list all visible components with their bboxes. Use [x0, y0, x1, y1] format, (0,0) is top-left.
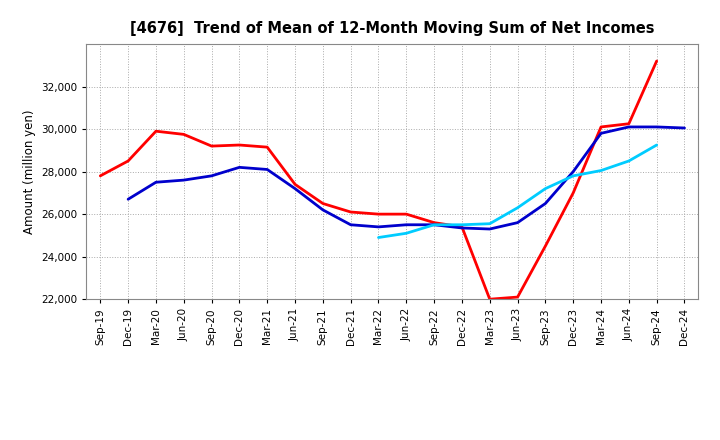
Y-axis label: Amount (million yen): Amount (million yen) [23, 110, 36, 234]
Legend: 3 Years, 5 Years, 7 Years, 10 Years: 3 Years, 5 Years, 7 Years, 10 Years [174, 438, 611, 440]
Title: [4676]  Trend of Mean of 12-Month Moving Sum of Net Incomes: [4676] Trend of Mean of 12-Month Moving … [130, 21, 654, 36]
